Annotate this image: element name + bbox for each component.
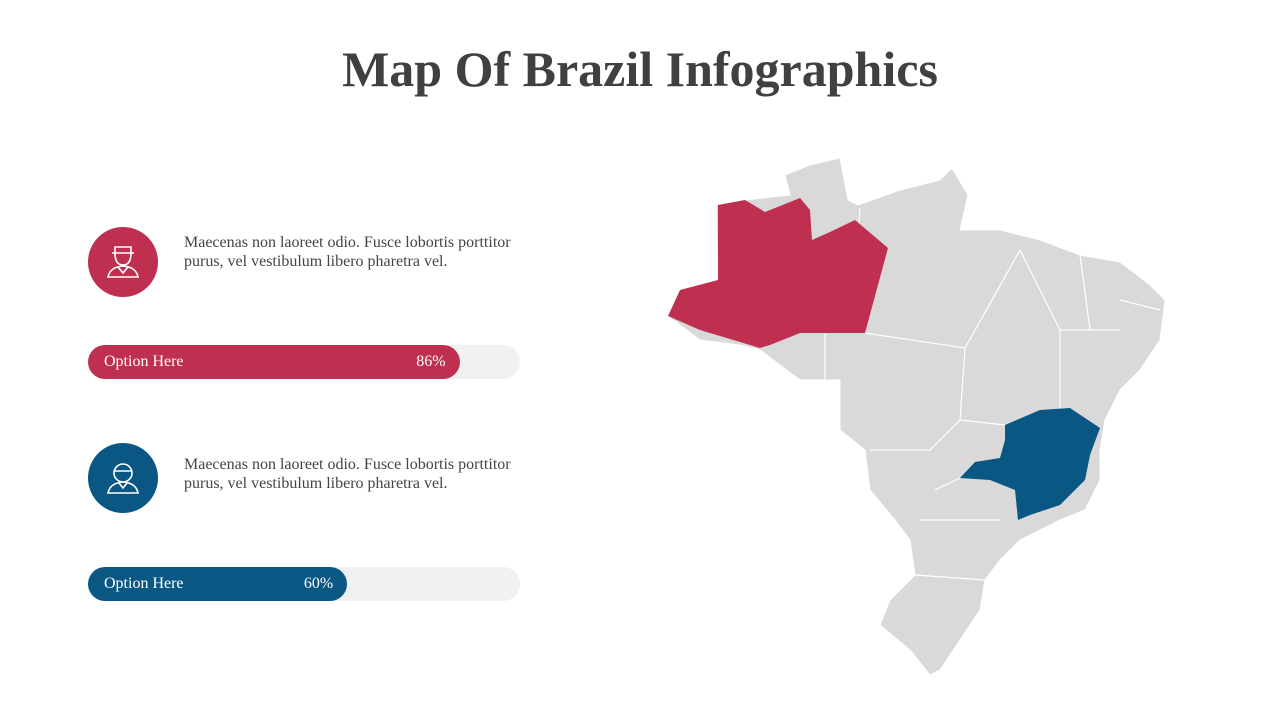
title: Map Of Brazil Infographics xyxy=(342,41,938,97)
bar-track: Option Here 86% xyxy=(88,345,520,379)
map-state-minas-gerais xyxy=(960,408,1100,520)
bar: Option Here 86% xyxy=(88,345,460,379)
bar-track: Option Here 60% xyxy=(88,567,520,601)
map-state-amazonas xyxy=(668,198,888,348)
bar-value: 60% xyxy=(303,575,334,592)
bar-value: 86% xyxy=(416,353,446,370)
icon xyxy=(88,443,158,513)
bar-label: Option Here xyxy=(104,353,184,370)
description: Maecenas non laoreet odio. Fusce loborti… xyxy=(184,456,511,492)
person-icon xyxy=(107,463,139,494)
icon xyxy=(88,227,158,297)
description: Maecenas non laoreet odio. Fusce loborti… xyxy=(184,234,511,270)
bar: Option Here 60% xyxy=(88,567,348,601)
person-icon xyxy=(107,246,139,278)
bar-label: Option Here xyxy=(104,575,184,592)
